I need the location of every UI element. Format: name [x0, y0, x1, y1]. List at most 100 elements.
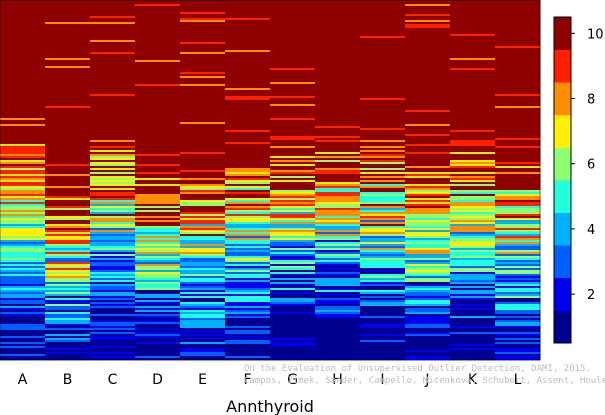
- heatmap-cell: [405, 126, 451, 129]
- heatmap-cell: [405, 140, 451, 143]
- heatmap-cell: [270, 172, 316, 175]
- heatmap-cell: [450, 62, 496, 65]
- heatmap-cell: [315, 0, 361, 3]
- heatmap-cell: [180, 86, 226, 89]
- heatmap-cell: [405, 304, 451, 307]
- heatmap-cell: [360, 318, 406, 321]
- heatmap-cell: [225, 186, 271, 189]
- heatmap-cell: [180, 348, 226, 351]
- heatmap-cell: [360, 98, 406, 101]
- heatmap-cell: [0, 250, 46, 253]
- heatmap-cell: [180, 216, 226, 219]
- heatmap-cell: [270, 126, 316, 129]
- heatmap-cell: [90, 170, 136, 173]
- heatmap-cell: [405, 260, 451, 263]
- heatmap-cell: [225, 272, 271, 275]
- heatmap-cell: [315, 102, 361, 105]
- heatmap-cell: [450, 12, 496, 15]
- heatmap-cell: [315, 144, 361, 147]
- heatmap-cell: [45, 220, 91, 223]
- heatmap-cell: [315, 116, 361, 119]
- heatmap-cell: [495, 182, 541, 185]
- heatmap-cell: [450, 98, 496, 101]
- heatmap-cell: [135, 328, 181, 331]
- heatmap-cell: [315, 136, 361, 139]
- heatmap-cell: [315, 258, 361, 261]
- heatmap-cell: [450, 258, 496, 261]
- heatmap-cell: [270, 228, 316, 231]
- heatmap-cell: [360, 158, 406, 161]
- heatmap-cell: [180, 198, 226, 201]
- heatmap-cell: [225, 234, 271, 237]
- heatmap-cell: [180, 232, 226, 235]
- heatmap-cell: [495, 98, 541, 101]
- heatmap-cell: [405, 274, 451, 277]
- heatmap-cell: [0, 192, 46, 195]
- heatmap-cell: [180, 306, 226, 309]
- heatmap-cell: [270, 170, 316, 173]
- heatmap-cell: [0, 68, 46, 71]
- heatmap-cell: [225, 132, 271, 135]
- heatmap-cell: [45, 4, 91, 7]
- heatmap-cell: [315, 350, 361, 353]
- heatmap-cell: [135, 124, 181, 127]
- heatmap-cell: [0, 244, 46, 247]
- heatmap-cell: [495, 80, 541, 83]
- heatmap-cell: [90, 32, 136, 35]
- heatmap-cell: [180, 64, 226, 67]
- heatmap-cell: [495, 322, 541, 325]
- heatmap-cell: [315, 162, 361, 165]
- heatmap-cell: [315, 168, 361, 171]
- heatmap-cell: [135, 324, 181, 327]
- heatmap-cell: [90, 308, 136, 311]
- heatmap-cell: [405, 202, 451, 205]
- heatmap-cell: [270, 348, 316, 351]
- heatmap-cell: [135, 312, 181, 315]
- heatmap-cell: [0, 126, 46, 129]
- heatmap-cell: [0, 128, 46, 131]
- heatmap-cell: [180, 30, 226, 33]
- heatmap-cell: [270, 230, 316, 233]
- heatmap-cell: [45, 350, 91, 353]
- heatmap-cell: [225, 110, 271, 113]
- heatmap-cell: [180, 172, 226, 175]
- heatmap-cell: [135, 50, 181, 53]
- heatmap-cell: [495, 222, 541, 225]
- heatmap-cell: [180, 132, 226, 135]
- heatmap-cell: [0, 124, 46, 127]
- heatmap-cell: [45, 200, 91, 203]
- heatmap-cell: [180, 38, 226, 41]
- heatmap-cell: [0, 322, 46, 325]
- heatmap-cell: [495, 334, 541, 337]
- heatmap-cell: [90, 158, 136, 161]
- heatmap-cell: [315, 40, 361, 43]
- heatmap-cell: [270, 24, 316, 27]
- heatmap-cell: [270, 6, 316, 9]
- heatmap-cell: [90, 224, 136, 227]
- heatmap-cell: [495, 112, 541, 115]
- heatmap-cell: [495, 26, 541, 29]
- heatmap-cell: [450, 266, 496, 269]
- heatmap-cell: [135, 314, 181, 317]
- heatmap-cell: [0, 350, 46, 353]
- heatmap-cell: [315, 340, 361, 343]
- heatmap-cell: [450, 352, 496, 355]
- heatmap-cell: [180, 212, 226, 215]
- heatmap-cell: [360, 272, 406, 275]
- heatmap-cell: [45, 68, 91, 71]
- heatmap-cell: [270, 122, 316, 125]
- heatmap-cell: [225, 24, 271, 27]
- heatmap-cell: [135, 242, 181, 245]
- heatmap-cell: [225, 248, 271, 251]
- heatmap-cell: [270, 50, 316, 53]
- heatmap-cell: [0, 144, 46, 147]
- heatmap-cell: [315, 188, 361, 191]
- heatmap-cell: [90, 268, 136, 271]
- heatmap-cell: [450, 256, 496, 259]
- heatmap-cell: [315, 6, 361, 9]
- heatmap-cell: [405, 300, 451, 303]
- heatmap-cell: [270, 244, 316, 247]
- heatmap-cell: [135, 178, 181, 181]
- heatmap-cell: [360, 36, 406, 39]
- heatmap-cell: [135, 274, 181, 277]
